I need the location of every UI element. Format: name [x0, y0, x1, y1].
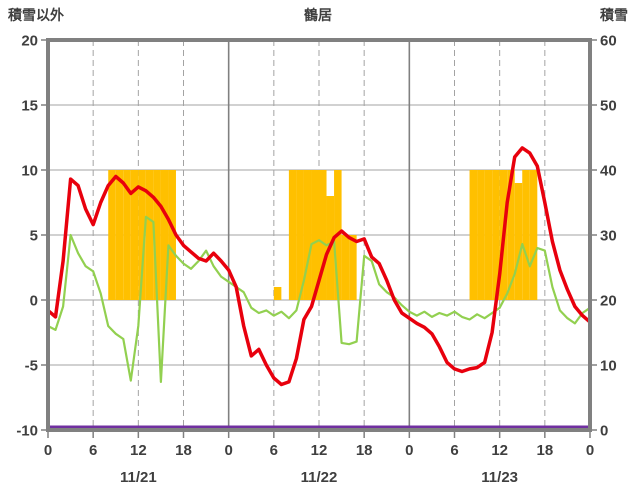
hour-tick-label: 6 — [450, 442, 458, 459]
sunshine-bars-bar — [522, 170, 530, 300]
hour-tick-label: 12 — [491, 442, 508, 459]
sunshine-bars-bar — [138, 170, 146, 300]
sunshine-bars-bar — [153, 170, 161, 300]
sunshine-bars-bar — [477, 170, 485, 300]
left-axis-tick-label: 15 — [21, 98, 38, 115]
chart-title: 鶴居 — [304, 7, 332, 23]
sunshine-bars-bar — [529, 170, 538, 300]
sunshine-bars-bar — [469, 170, 478, 300]
right-axis-tick-label: 40 — [600, 163, 617, 180]
hour-tick-label: 18 — [356, 442, 373, 459]
left-axis-tick-label: 5 — [30, 228, 38, 245]
sunshine-bars-bar — [341, 235, 350, 300]
sunshine-bars-bar — [492, 170, 500, 300]
date-label: 11/21 — [120, 469, 157, 486]
date-label: 11/22 — [301, 469, 338, 486]
temperature-line — [46, 146, 592, 387]
sunshine-bars-bar — [288, 170, 297, 300]
left-axis-tick-label: -5 — [25, 358, 38, 375]
hour-tick-label: 18 — [175, 442, 192, 459]
right-axis-tick-label: 0 — [600, 423, 608, 440]
right-axis-tick-label: 10 — [600, 358, 617, 375]
sunshine-bars-bar — [349, 235, 357, 300]
hour-tick-label: 0 — [586, 442, 594, 459]
hour-tick-label: 6 — [89, 442, 97, 459]
sunshine-bars-bar — [168, 170, 176, 300]
left-axis-tick-label: 0 — [30, 293, 38, 310]
plot-border — [46, 38, 592, 432]
hour-tick-label: 12 — [311, 442, 328, 459]
sunshine-bars-bar — [108, 170, 116, 300]
left-axis-tick-label: 20 — [21, 33, 38, 50]
sunshine-bars-bar — [273, 287, 282, 300]
sunshine-bars-bar — [311, 170, 319, 300]
sunshine-bars-bar — [484, 170, 493, 300]
sunshine-bars-bar — [296, 170, 304, 300]
left-axis-tick-label: 10 — [21, 163, 38, 180]
left-axis-title: 積雪以外 — [8, 7, 64, 23]
right-axis-tick-label: 60 — [600, 33, 617, 50]
sunshine-bars-bar — [507, 170, 515, 300]
sunshine-bars-bar — [130, 170, 139, 300]
sunshine-bars-bar — [319, 170, 327, 300]
sunshine-bars-bar — [514, 183, 523, 300]
right-axis-tick-label: 50 — [600, 98, 617, 115]
sunshine-bars-bar — [123, 170, 131, 300]
hour-tick-label: 0 — [405, 442, 413, 459]
sunshine-bars-bar — [115, 170, 124, 300]
sunshine-bars-bar — [160, 170, 169, 300]
right-axis-title: 積雪 — [600, 7, 628, 23]
right-axis-tick-label: 20 — [600, 293, 617, 310]
hour-tick-label: 12 — [130, 442, 147, 459]
date-label: 11/23 — [481, 469, 518, 486]
left-axis-tick-label: -10 — [16, 423, 38, 440]
sunshine-bars-bar — [145, 170, 154, 300]
sunshine-bars-bar — [303, 170, 312, 300]
hour-tick-label: 0 — [224, 442, 232, 459]
hour-tick-label: 0 — [44, 442, 52, 459]
hour-tick-label: 18 — [536, 442, 553, 459]
green-series-line — [46, 215, 592, 383]
hour-tick-label: 6 — [270, 442, 278, 459]
right-axis-tick-label: 30 — [600, 228, 617, 245]
